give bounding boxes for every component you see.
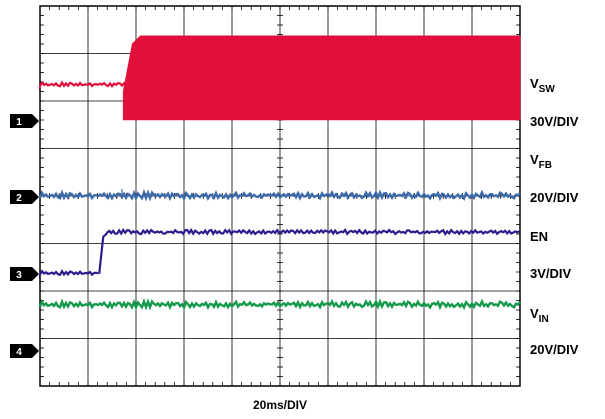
channel-name-2: VFB xyxy=(530,152,552,171)
channel-scale-3: 3V/DIV xyxy=(530,266,572,281)
channel-name-1: VSW xyxy=(530,76,555,95)
trace-vsw-switching-band xyxy=(122,35,521,121)
trace-vin xyxy=(38,297,521,311)
channel-scale-1: 30V/DIV xyxy=(530,114,579,129)
channel-scale-4: 20V/DIV xyxy=(530,342,579,357)
channel-marker-number: 4 xyxy=(16,347,22,358)
trace-en-edge xyxy=(98,232,108,275)
channel-marker-4: 4 xyxy=(10,344,39,358)
channel-labels: VSW 30V/DIV VFB 20V/DIV EN 3V/DIV VIN 20V/DIV xyxy=(530,76,579,357)
channel-marker-shape xyxy=(10,344,39,358)
channel-name-3: EN xyxy=(530,229,548,244)
channel-marker-2: 2 xyxy=(10,190,39,204)
channel-marker-number: 1 xyxy=(16,117,22,128)
channel-scale-2: 20V/DIV xyxy=(530,190,579,205)
trace-vfb xyxy=(38,188,521,202)
channel-marker-shape xyxy=(10,190,39,204)
channel-marker-1: 1 xyxy=(10,114,39,128)
channel-marker-shape xyxy=(10,267,39,281)
trace-en-low xyxy=(38,268,99,279)
trace-en-high xyxy=(106,228,520,237)
x-axis-label: 20ms/DIV xyxy=(253,398,307,412)
channel-name-4: VIN xyxy=(530,306,549,325)
channel-markers: 1 2 3 4 xyxy=(10,114,39,358)
scope-traces xyxy=(38,35,521,311)
channel-marker-number: 3 xyxy=(16,270,22,281)
channel-marker-3: 3 xyxy=(10,267,39,281)
trace-vsw-pre xyxy=(38,80,127,90)
channel-marker-shape xyxy=(10,114,39,128)
channel-marker-number: 2 xyxy=(16,193,22,204)
